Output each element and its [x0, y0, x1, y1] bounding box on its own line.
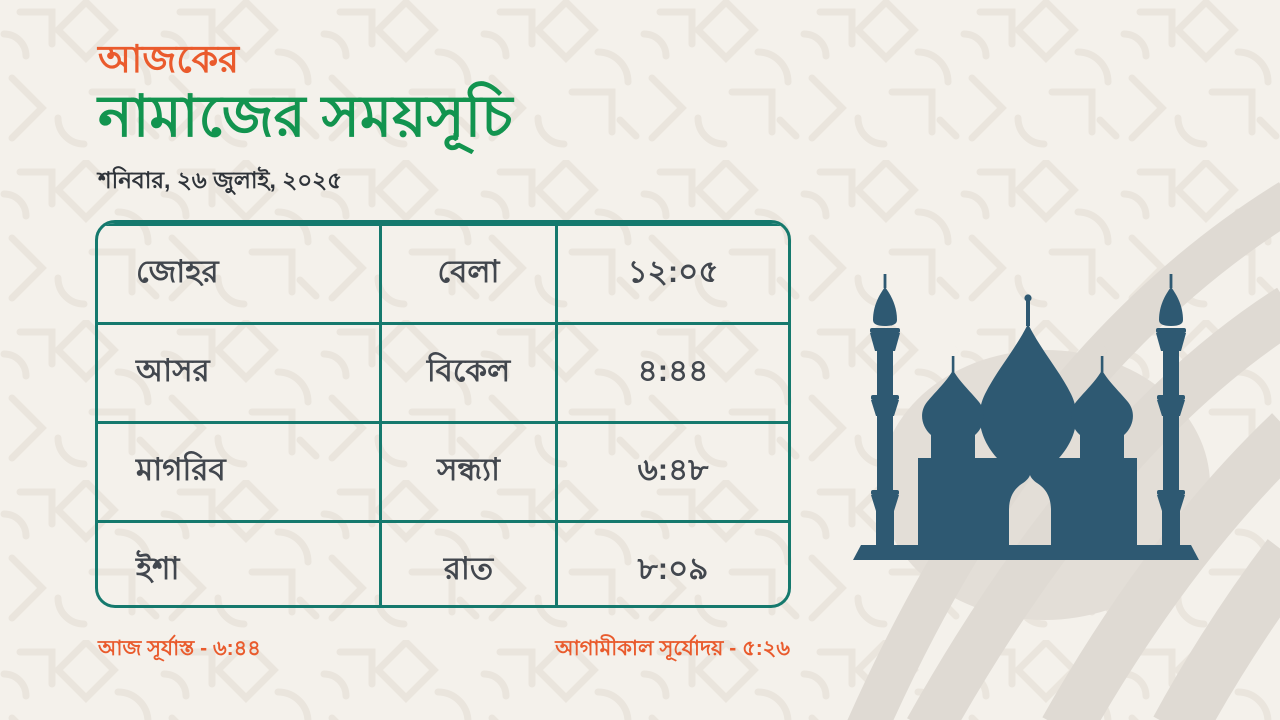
table-row-time: ৪:৪৪	[558, 322, 788, 421]
table-row-prayer-name: মাগরিব	[98, 421, 382, 520]
footer: আজ সূর্যাস্ত - ৬:৪৪ আগামীকাল সূর্যোদয় -…	[98, 632, 790, 667]
table-row-period: বেলা	[382, 223, 558, 322]
mosque-illustration	[845, 258, 1210, 566]
prayer-name: আসর	[136, 353, 210, 388]
table-row-prayer-name: ইশা	[98, 520, 382, 605]
date-label: শনিবার, ২৬ জুলাই, ২০২৫	[98, 167, 343, 194]
prayer-times-table: জোহর বেলা ১২:০৫ আসর বিকেল ৪:৪৪ মাগরিব সন…	[95, 220, 791, 608]
sunset-label: আজ সূর্যাস্ত - ৬:৪৪	[98, 637, 261, 660]
sunrise-label: আগামীকাল সূর্যোদয় - ৫:২৬	[555, 637, 790, 660]
table-row-prayer-name: আসর	[98, 322, 382, 421]
prayer-name: জোহর	[136, 254, 219, 289]
table-row-time: ৮:০৯	[558, 520, 788, 605]
prayer-name: ইশা	[136, 551, 180, 586]
table-row-period: বিকেল	[382, 322, 558, 421]
page-title: নামাজের সময়সূচি	[98, 83, 513, 149]
table-row-period: রাত	[382, 520, 558, 605]
header: আজকের নামাজের সময়সূচি শনিবার, ২৬ জুলাই,…	[98, 39, 513, 201]
kicker-label: আজকের	[98, 39, 240, 81]
prayer-name: মাগরিব	[136, 452, 226, 487]
table-row-period: সন্ধ্যা	[382, 421, 558, 520]
table-row-time: ১২:০৫	[558, 223, 788, 322]
table-row-time: ৬:৪৮	[558, 421, 788, 520]
mosque-icon	[853, 262, 1199, 560]
table-row-prayer-name: জোহর	[98, 223, 382, 322]
